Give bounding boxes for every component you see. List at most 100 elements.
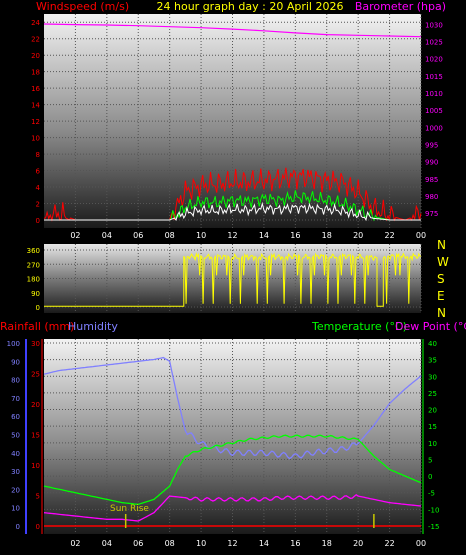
wind-y-tick: 4 xyxy=(36,184,41,192)
humidity-line xyxy=(43,356,422,460)
temp-y-tick: 15 xyxy=(428,423,437,431)
humidity-y-tick: 30 xyxy=(11,468,20,476)
baro-y-tick: 1025 xyxy=(425,38,443,46)
humidity-y-tick: 60 xyxy=(11,413,20,421)
humidity-y-tick: 40 xyxy=(11,450,20,458)
graph-date-title: 24 hour graph day : 20 April 2026 xyxy=(157,0,344,13)
temp-y-tick: 20 xyxy=(428,407,437,415)
temp-y-tick: -10 xyxy=(428,506,439,514)
temperature-title: Temperature (°C) xyxy=(311,320,407,333)
compass-w: W xyxy=(437,255,449,269)
humidity-y-tick: 0 xyxy=(16,523,20,531)
climate-x-tick: 02 xyxy=(70,539,80,548)
wind-x-tick: 00 xyxy=(416,231,426,240)
wind-x-tick: 08 xyxy=(165,231,175,240)
climate-x-tick: 12 xyxy=(227,539,237,548)
temp-y-tick: 35 xyxy=(428,357,437,365)
sunrise-label: Sun Rise xyxy=(110,504,149,514)
dir-y-tick: 90 xyxy=(31,290,40,298)
climate-x-tick: 10 xyxy=(196,539,206,548)
baro-y-tick: 1000 xyxy=(425,124,443,132)
temp-y-tick: 0 xyxy=(428,473,432,481)
wind-x-tick: 06 xyxy=(133,231,143,240)
humidity-y-tick: 70 xyxy=(11,395,20,403)
temp-y-tick: 10 xyxy=(428,440,437,448)
wind-x-tick: 22 xyxy=(384,231,394,240)
dir-y-tick: 360 xyxy=(27,247,40,255)
wind-y-tick: 2 xyxy=(36,201,40,209)
wind-panel xyxy=(44,14,421,228)
baro-y-tick: 975 xyxy=(425,210,438,218)
climate-x-tick: 06 xyxy=(133,539,143,548)
rain-y-tick: 5 xyxy=(36,493,40,501)
compass-n-bottom: N xyxy=(437,306,446,320)
wind-y-tick: 0 xyxy=(36,217,40,225)
baro-y-tick: 1010 xyxy=(425,90,443,98)
humidity-title: Humidity xyxy=(68,320,118,333)
wind-x-tick: 18 xyxy=(322,231,332,240)
climate-x-tick: 18 xyxy=(322,539,332,548)
wind-y-tick: 20 xyxy=(31,52,40,60)
compass-e: E xyxy=(437,289,445,303)
rain-y-tick: 30 xyxy=(31,340,40,348)
grid-layer xyxy=(25,14,424,534)
dewpoint-title: Dew Point (°C) xyxy=(395,320,466,333)
baro-y-tick: 1005 xyxy=(425,107,443,115)
compass-n-top: N xyxy=(437,238,446,252)
temp-y-tick: -5 xyxy=(428,490,435,498)
dir-y-tick: 0 xyxy=(36,304,40,312)
compass-s: S xyxy=(437,272,445,286)
wind-y-tick: 14 xyxy=(31,102,40,110)
humidity-y-tick: 10 xyxy=(11,505,20,513)
humidity-y-tick: 100 xyxy=(7,340,20,348)
climate-x-tick: 04 xyxy=(102,539,112,548)
temperature-line xyxy=(43,434,422,506)
windspeed-title: Windspeed (m/s) xyxy=(36,0,129,13)
wind-y-tick: 18 xyxy=(31,69,40,77)
temp-y-tick: 40 xyxy=(428,340,437,348)
series-layer xyxy=(43,23,422,528)
humidity-y-tick: 80 xyxy=(11,377,20,385)
climate-x-tick: 14 xyxy=(259,539,269,548)
temp-y-tick: 30 xyxy=(428,373,437,381)
wind-y-tick: 6 xyxy=(36,168,41,176)
baro-y-tick: 985 xyxy=(425,176,438,184)
wind-x-tick: 16 xyxy=(290,231,300,240)
wind-x-tick: 20 xyxy=(353,231,363,240)
baro-y-tick: 995 xyxy=(425,141,438,149)
humidity-y-tick: 50 xyxy=(11,432,20,440)
rain-y-tick: 20 xyxy=(31,401,40,409)
wind-x-tick: 12 xyxy=(227,231,237,240)
wind-y-tick: 12 xyxy=(31,118,40,126)
tick-labels: 02 04 06 08 10 12 14 16 18 20 22 002422201816141210… xyxy=(7,19,443,548)
rain-y-tick: 15 xyxy=(31,432,40,440)
baro-y-tick: 980 xyxy=(425,193,438,201)
climate-x-tick: 22 xyxy=(384,539,394,548)
rain-y-tick: 0 xyxy=(36,523,40,531)
dir-y-tick: 270 xyxy=(27,261,40,269)
baro-y-tick: 1015 xyxy=(425,73,443,81)
wind-x-tick: 14 xyxy=(259,231,269,240)
wind-y-tick: 16 xyxy=(31,85,40,93)
wind-y-tick: 10 xyxy=(31,135,40,143)
wind-direction-line xyxy=(44,252,422,307)
baro-y-tick: 1030 xyxy=(425,21,443,29)
humidity-y-tick: 20 xyxy=(11,486,20,494)
wind-avg-line xyxy=(44,201,421,222)
climate-x-tick: 08 xyxy=(165,539,175,548)
climate-x-tick: 00 xyxy=(416,539,426,548)
humidity-y-tick: 90 xyxy=(11,358,20,366)
wind-x-tick: 02 xyxy=(70,231,80,240)
wind-y-tick: 24 xyxy=(31,19,40,27)
wind-y-tick: 22 xyxy=(31,36,40,44)
barometer-line xyxy=(43,23,422,38)
wind-x-tick: 10 xyxy=(196,231,206,240)
barometer-title: Barometer (hpa) xyxy=(355,0,446,13)
climate-x-tick: 16 xyxy=(290,539,300,548)
temp-y-tick: -15 xyxy=(428,523,439,531)
wind-y-tick: 8 xyxy=(36,151,40,159)
temp-y-tick: 5 xyxy=(428,456,432,464)
rain-y-tick: 25 xyxy=(31,371,40,379)
temp-y-tick: 25 xyxy=(428,390,437,398)
